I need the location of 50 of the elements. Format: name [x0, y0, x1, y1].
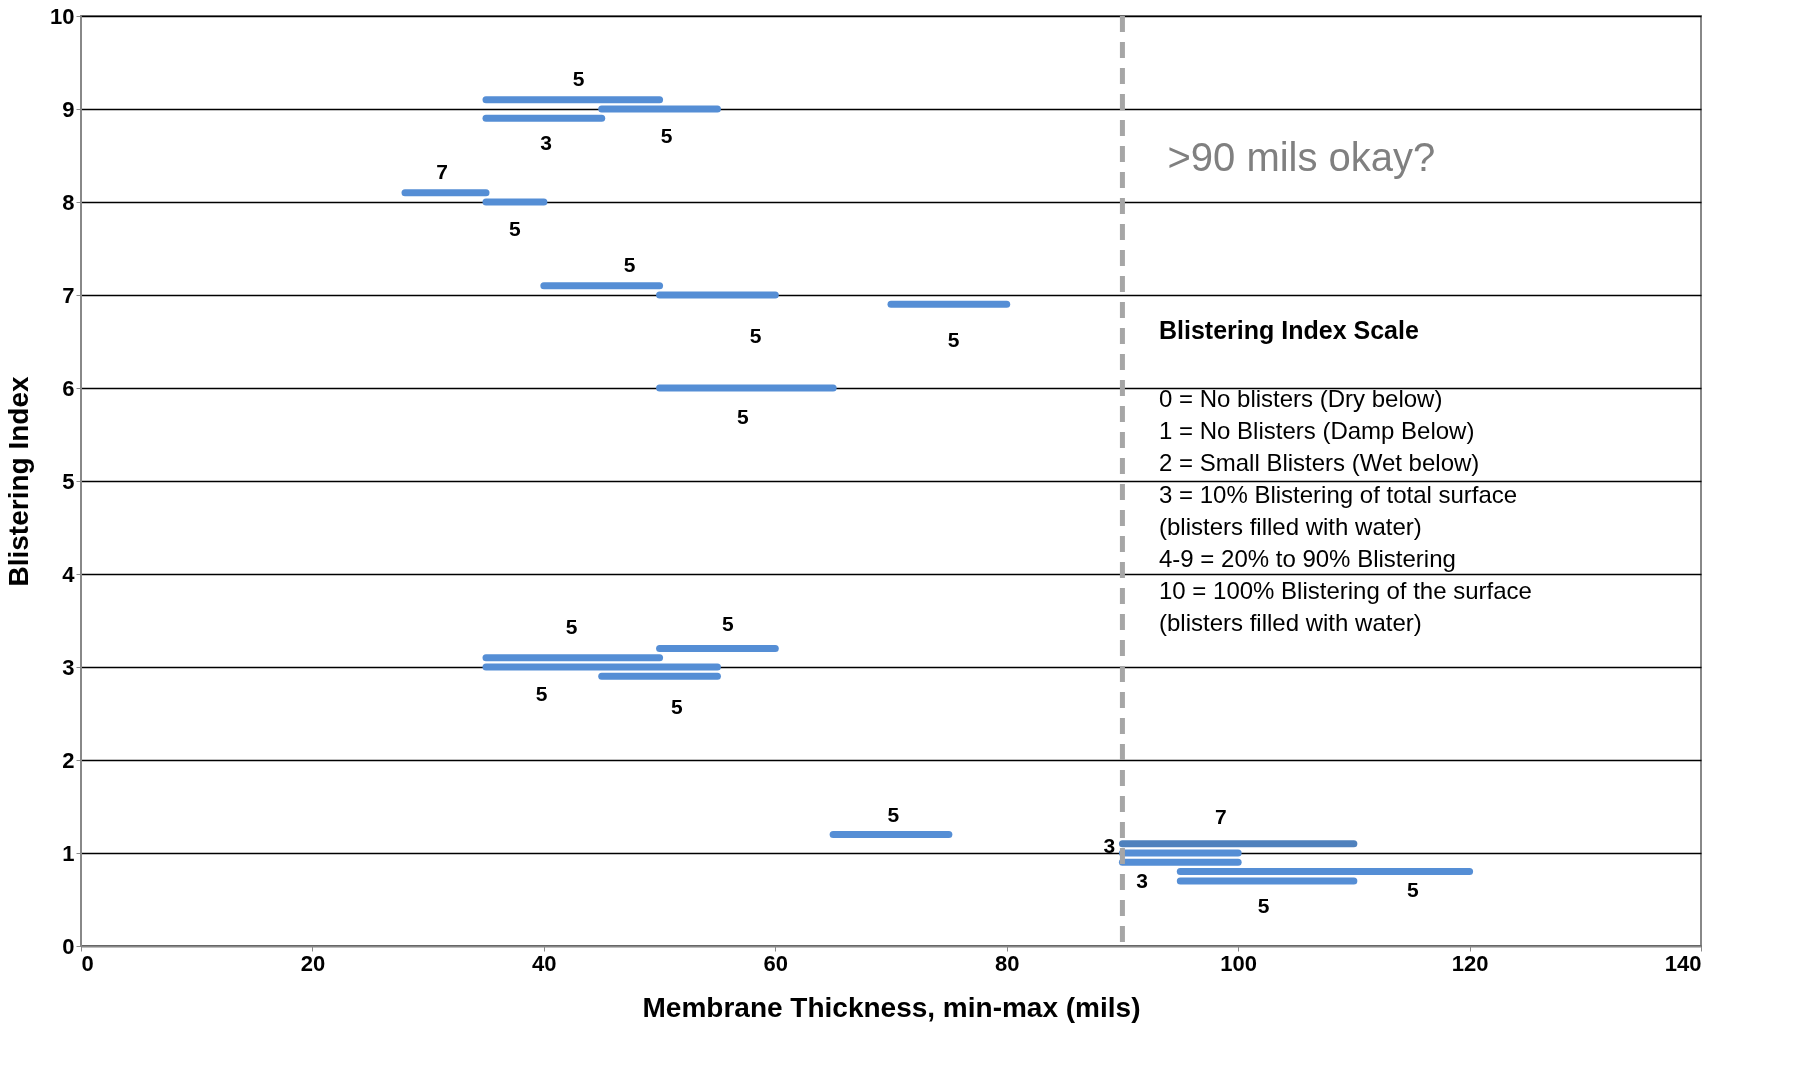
annotation: 4-9 = 20% to 90% Blistering [1159, 545, 1456, 572]
x-tick-label: 100 [1220, 950, 1257, 976]
x-tick-label: 20 [300, 950, 326, 976]
annotation: 5 [565, 614, 578, 638]
annotation: 5 [947, 328, 960, 352]
x-tick-label: 60 [763, 950, 789, 976]
y-tick-label: 9 [62, 96, 75, 122]
y-axis-title: Blistering Index [3, 376, 35, 587]
annotation: 0 = No blisters (Dry below) [1159, 385, 1443, 412]
annotation: 1 = No Blisters (Damp Below) [1159, 417, 1475, 444]
annotation: 5 [722, 612, 734, 636]
y-tick-label: 1 [62, 840, 75, 866]
annotation: 5 [887, 803, 900, 827]
y-tick-label: 2 [62, 747, 75, 773]
y-tick-label: 6 [62, 375, 75, 401]
x-tick-label: 120 [1451, 950, 1489, 976]
y-tick-label: 4 [62, 561, 76, 587]
annotation: 2 = Small Blisters (Wet below) [1159, 449, 1480, 476]
annotation: (blisters filled with water) [1159, 513, 1422, 540]
annotation: 5 [572, 66, 585, 90]
annotation: 7 [436, 159, 448, 183]
annotation: 3 [1103, 833, 1116, 857]
x-tick-label: 40 [532, 950, 557, 976]
annotation: 5 [749, 324, 762, 347]
y-tick-label: 10 [50, 3, 75, 29]
annotation: 5 [737, 405, 750, 428]
annotation: Blistering Index Scale [1159, 316, 1419, 344]
x-tick-label: 0 [81, 950, 94, 976]
annotation: 5 [535, 682, 548, 705]
y-tick-label: 0 [62, 933, 75, 959]
y-tick-label: 5 [62, 468, 75, 494]
annotation: 5 [509, 217, 522, 240]
x-axis-title: Membrane Thickness, min-max (mils) [642, 991, 1141, 1023]
annotation: 3 [540, 131, 553, 155]
annotation: 5 [623, 252, 636, 276]
annotation: 7 [1214, 804, 1227, 828]
annotation: 5 [671, 695, 684, 719]
x-tick-label: 140 [1664, 950, 1702, 976]
y-tick-label: 3 [62, 654, 75, 680]
annotation: 5 [660, 124, 673, 147]
annotation: 3 [1136, 869, 1148, 893]
annotation: (blisters filled with water) [1159, 609, 1422, 636]
y-tick-label: 8 [62, 189, 75, 215]
annotation: 3 = 10% Blistering of total surface [1159, 481, 1518, 508]
annotation: 5 [1257, 893, 1270, 917]
ref-line-label: >90 mils okay? [1167, 135, 1436, 179]
x-tick-label: 80 [994, 950, 1020, 976]
annotation: 10 = 100% Blistering of the surface [1159, 577, 1532, 604]
y-tick-label: 7 [62, 282, 75, 308]
annotation: 5 [1407, 877, 1420, 901]
